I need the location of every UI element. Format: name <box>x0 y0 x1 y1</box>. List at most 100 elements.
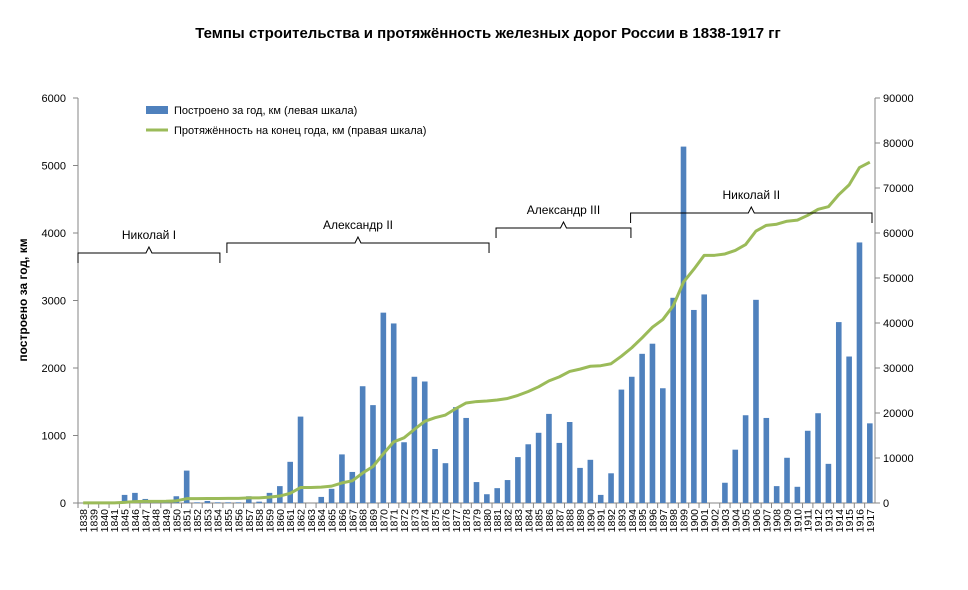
x-tick-label: 1864 <box>316 509 328 533</box>
bar-1912 <box>815 413 821 503</box>
x-tick-label: 1891 <box>596 509 608 533</box>
bar-1887 <box>556 442 563 503</box>
x-tick-label: 1895 <box>637 509 649 533</box>
bar-1914 <box>835 322 842 503</box>
x-tick-label: 1893 <box>616 509 628 533</box>
x-tick-label: 1888 <box>565 509 577 533</box>
x-tick-label: 1866 <box>337 509 349 533</box>
bar-1896 <box>649 343 656 503</box>
bar-1895 <box>639 353 645 503</box>
bar-1893 <box>618 389 625 503</box>
x-tick-label: 1860 <box>275 509 287 533</box>
x-tick-label: 1867 <box>347 509 359 533</box>
x-tick-label: 1899 <box>679 509 691 533</box>
x-tick-label: 1879 <box>472 509 484 533</box>
x-tick-label: 1839 <box>89 509 101 533</box>
x-tick-label: 1894 <box>627 509 639 533</box>
x-tick-label: 1914 <box>834 509 846 533</box>
x-tick-label: 1881 <box>492 509 504 533</box>
bar-1867 <box>349 471 356 503</box>
bar-1886 <box>546 413 552 503</box>
reign-bracket <box>77 245 221 263</box>
x-tick-label: 1868 <box>358 509 370 533</box>
bar-1865 <box>328 488 335 503</box>
y-tick-label: 6000 <box>42 93 66 105</box>
bar-1917 <box>867 423 873 503</box>
bar-1874 <box>421 381 428 503</box>
bar-1866 <box>339 454 345 503</box>
bar-1907 <box>763 417 770 503</box>
x-tick-label: 1862 <box>296 509 308 533</box>
bar-1853 <box>204 500 211 503</box>
bar-1881 <box>494 488 501 503</box>
x-tick-label: 1890 <box>585 509 597 533</box>
bar-1908 <box>773 486 780 503</box>
x-tick-label: 1870 <box>378 509 390 533</box>
bar-1900 <box>691 309 697 503</box>
bar-1872 <box>401 442 407 503</box>
y-right-tick-label: 60000 <box>883 228 914 240</box>
y-right-tick-label: 20000 <box>883 408 914 420</box>
legend-swatch-bar <box>146 106 168 114</box>
x-tick-label: 1908 <box>772 509 784 533</box>
bar-1845 <box>121 494 128 503</box>
x-tick-label: 1840 <box>99 509 111 533</box>
bar-1882 <box>504 480 511 503</box>
x-tick-label: 1841 <box>109 509 121 533</box>
bar-1876 <box>442 463 449 503</box>
bar-1911 <box>804 430 811 503</box>
bar-1864 <box>318 496 325 503</box>
bar-1879 <box>473 482 480 503</box>
y-tick-label: 0 <box>60 498 66 510</box>
bar-1909 <box>784 457 790 503</box>
x-tick-label: 1847 <box>140 509 152 533</box>
x-tick-label: 1900 <box>689 509 701 533</box>
bar-1889 <box>577 467 583 503</box>
bar-1898 <box>670 297 676 503</box>
x-tick-label: 1878 <box>461 509 473 533</box>
bar-1871 <box>390 323 397 503</box>
x-tick-label: 1887 <box>554 509 566 533</box>
x-tick-label: 1854 <box>213 509 225 533</box>
y-right-tick-label: 30000 <box>883 363 914 375</box>
x-tick-label: 1855 <box>223 509 235 533</box>
reign-label: Николай II <box>723 188 781 202</box>
bar-1856 <box>235 502 242 503</box>
x-tick-label: 1865 <box>327 509 339 533</box>
bar-1903 <box>722 482 728 503</box>
y-right-tick-label: 50000 <box>883 273 914 285</box>
x-tick-label: 1913 <box>823 509 835 533</box>
x-tick-label: 1863 <box>306 509 318 533</box>
bar-1861 <box>287 461 293 503</box>
reign-bracket <box>495 220 632 238</box>
x-tick-label: 1850 <box>171 509 183 533</box>
x-tick-label: 1851 <box>182 509 194 533</box>
x-tick-label: 1871 <box>389 509 401 533</box>
x-tick-label: 1917 <box>865 509 877 533</box>
bar-1884 <box>525 444 532 503</box>
x-tick-label: 1902 <box>710 509 722 533</box>
bar-1880 <box>484 494 490 503</box>
chart-title: Темпы строительства и протяжённость желе… <box>195 25 781 42</box>
bar-1858 <box>256 501 262 503</box>
x-tick-label: 1912 <box>813 509 825 533</box>
legend-label-line: Протяжённость на конец года, км (правая … <box>174 125 426 137</box>
bar-1878 <box>463 417 469 503</box>
y-tick-label: 5000 <box>42 161 66 173</box>
reign-bracket <box>226 235 490 253</box>
x-tick-label: 1882 <box>503 509 515 533</box>
x-tick-label: 1896 <box>647 509 659 533</box>
x-tick-label: 1876 <box>440 509 452 533</box>
x-tick-label: 1861 <box>285 509 297 533</box>
x-tick-label: 1885 <box>534 509 546 533</box>
bar-1855 <box>225 502 231 503</box>
x-tick-label: 1903 <box>720 509 732 533</box>
legend: Построено за год, км (левая шкала) Протя… <box>146 105 426 137</box>
reign-label: Александр III <box>527 203 600 217</box>
bar-1904 <box>732 449 739 503</box>
x-tick-label: 1884 <box>523 509 535 533</box>
x-tick-label: 1846 <box>130 509 142 533</box>
bar-1905 <box>742 415 749 503</box>
bar-1910 <box>794 486 801 503</box>
y-right-tick-label: 0 <box>883 498 889 510</box>
